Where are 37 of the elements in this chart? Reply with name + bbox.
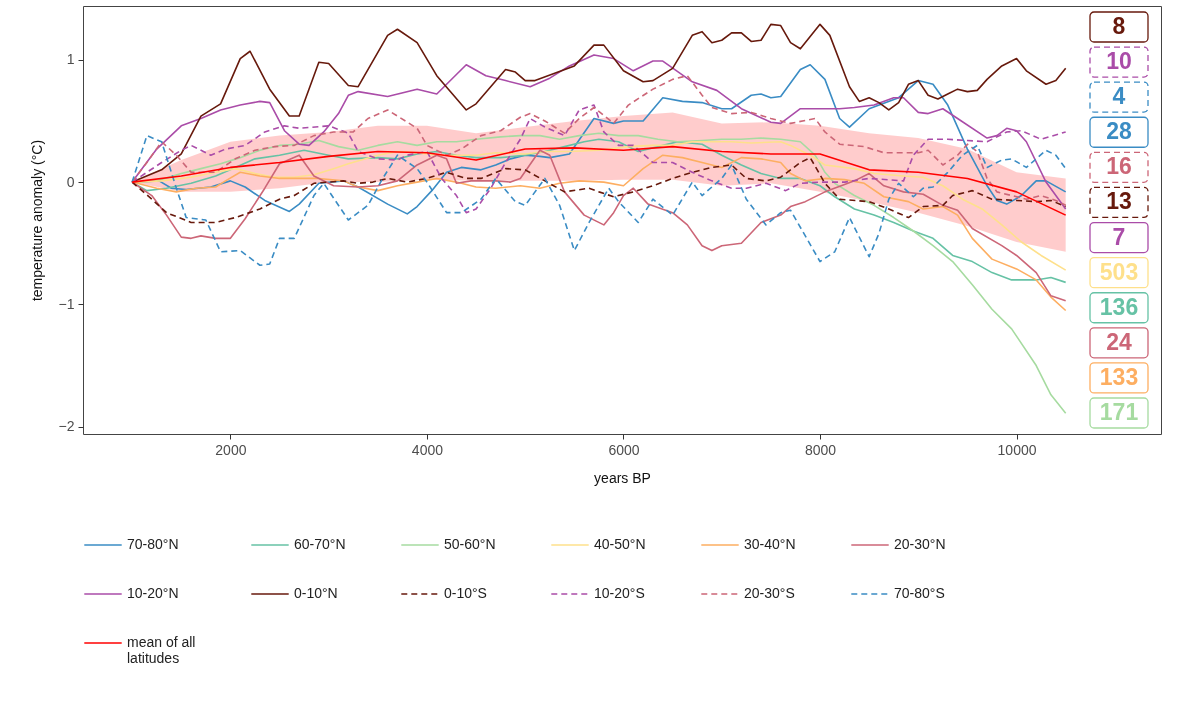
legend-label: 10-20°N — [127, 585, 179, 601]
legend-label: 0-10°N — [294, 585, 338, 601]
x-tick-label: 6000 — [608, 441, 640, 458]
y-tick-label: −1 — [58, 295, 75, 312]
x-tick-label: 4000 — [411, 441, 444, 458]
y-tick-label: −2 — [58, 418, 75, 435]
legend-label: 30-40°N — [744, 536, 796, 552]
legend-label: 0-10°S — [444, 585, 487, 601]
annotation: 28 — [1106, 118, 1132, 145]
annotation: 13 — [1106, 188, 1132, 215]
x-tick-label: 8000 — [804, 441, 837, 458]
legend-label: 20-30°S — [744, 585, 795, 601]
annotation: 8 — [1112, 13, 1126, 39]
x-tick-label: 2000 — [215, 441, 247, 458]
legend-label: 70-80°S — [894, 585, 945, 601]
annotation: 171 — [1099, 399, 1139, 425]
annotation: 24 — [1106, 328, 1132, 355]
legend-label: 10-20°S — [594, 585, 645, 601]
annotation: 133 — [1099, 363, 1139, 390]
legend-label: mean of all latitudes — [127, 634, 196, 666]
x-axis-title: years BP — [594, 469, 651, 486]
y-tick-label: 0 — [66, 173, 75, 190]
y-axis-title: temperature anomaly (°C) — [28, 139, 45, 302]
x-tick-label: 10000 — [997, 441, 1037, 458]
annotation: 10 — [1106, 48, 1132, 75]
legend-label: 20-30°N — [894, 536, 946, 552]
annotation: 136 — [1099, 293, 1139, 320]
annotation: 16 — [1106, 153, 1132, 180]
annotation: 4 — [1112, 83, 1126, 110]
legend-label: 40-50°N — [594, 536, 646, 552]
annotation: 7 — [1112, 223, 1126, 250]
legend-label: 70-80°N — [127, 536, 179, 552]
legend-label: 50-60°N — [444, 536, 496, 552]
y-tick-label: 1 — [66, 51, 75, 68]
annotation: 503 — [1099, 258, 1139, 285]
legend-label: 60-70°N — [294, 536, 346, 552]
line-series — [131, 145, 1067, 216]
